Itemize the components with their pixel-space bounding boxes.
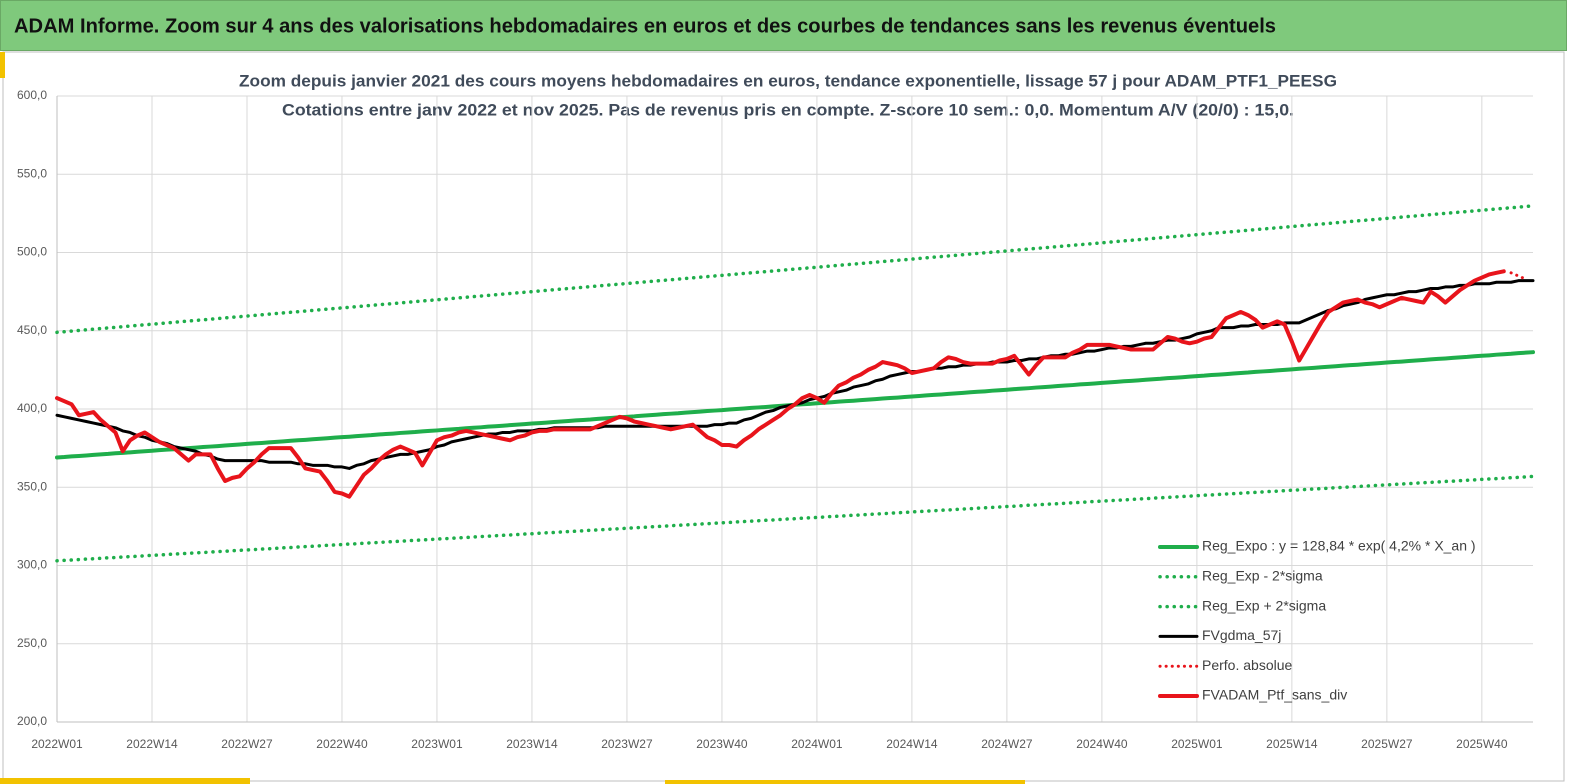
y-tick-label: 300,0 <box>17 558 47 572</box>
y-tick-label: 500,0 <box>17 245 47 259</box>
legend-label: Reg_Exp - 2*sigma <box>1202 568 1323 584</box>
chart-subtitle: Cotations entre janv 2022 et nov 2025. P… <box>282 100 1294 119</box>
y-tick-label: 450,0 <box>17 323 47 337</box>
accent <box>0 778 250 784</box>
x-tick-label: 2022W27 <box>221 737 273 751</box>
x-tick-label: 2023W14 <box>506 737 558 751</box>
series-line <box>55 269 1506 499</box>
legend-label: FVgdma_57j <box>1202 627 1281 643</box>
accent <box>665 780 1025 784</box>
series-line <box>55 204 1535 335</box>
accent <box>0 52 5 78</box>
y-tick-label: 400,0 <box>17 401 47 415</box>
legend-label: FVADAM_Ptf_sans_div <box>1202 687 1347 703</box>
x-tick-label: 2025W27 <box>1361 737 1413 751</box>
y-tick-label: 600,0 <box>17 88 47 102</box>
x-tick-label: 2024W27 <box>981 737 1033 751</box>
y-tick-label: 550,0 <box>17 166 47 180</box>
y-tick-label: 350,0 <box>17 479 47 493</box>
x-tick-label: 2024W14 <box>886 737 938 751</box>
x-tick-label: 2025W40 <box>1456 737 1508 751</box>
x-tick-label: 2022W01 <box>31 737 83 751</box>
x-tick-label: 2024W40 <box>1076 737 1128 751</box>
chart-title: Zoom depuis janvier 2021 des cours moyen… <box>239 71 1337 90</box>
header-title: ADAM Informe. Zoom sur 4 ans des valoris… <box>14 15 1276 37</box>
series-line <box>55 474 1535 563</box>
x-tick-label: 2025W01 <box>1171 737 1223 751</box>
header-bar <box>0 0 1567 51</box>
x-tick-label: 2023W01 <box>411 737 463 751</box>
legend-label: Perfo. absolue <box>1202 657 1292 673</box>
x-tick-label: 2025W14 <box>1266 737 1318 751</box>
y-tick-label: 200,0 <box>17 714 47 728</box>
x-tick-label: 2022W14 <box>126 737 178 751</box>
chart-frame <box>2 51 1565 782</box>
y-tick-label: 250,0 <box>17 636 47 650</box>
x-tick-label: 2023W40 <box>696 737 748 751</box>
x-tick-label: 2022W40 <box>316 737 368 751</box>
x-tick-label: 2024W01 <box>791 737 843 751</box>
x-tick-label: 2023W27 <box>601 737 653 751</box>
series-line <box>1509 271 1528 281</box>
legend-label: Reg_Expo : y = 128,84 * exp( 4,2% * X_an… <box>1202 538 1476 554</box>
legend-label: Reg_Exp + 2*sigma <box>1202 597 1326 613</box>
